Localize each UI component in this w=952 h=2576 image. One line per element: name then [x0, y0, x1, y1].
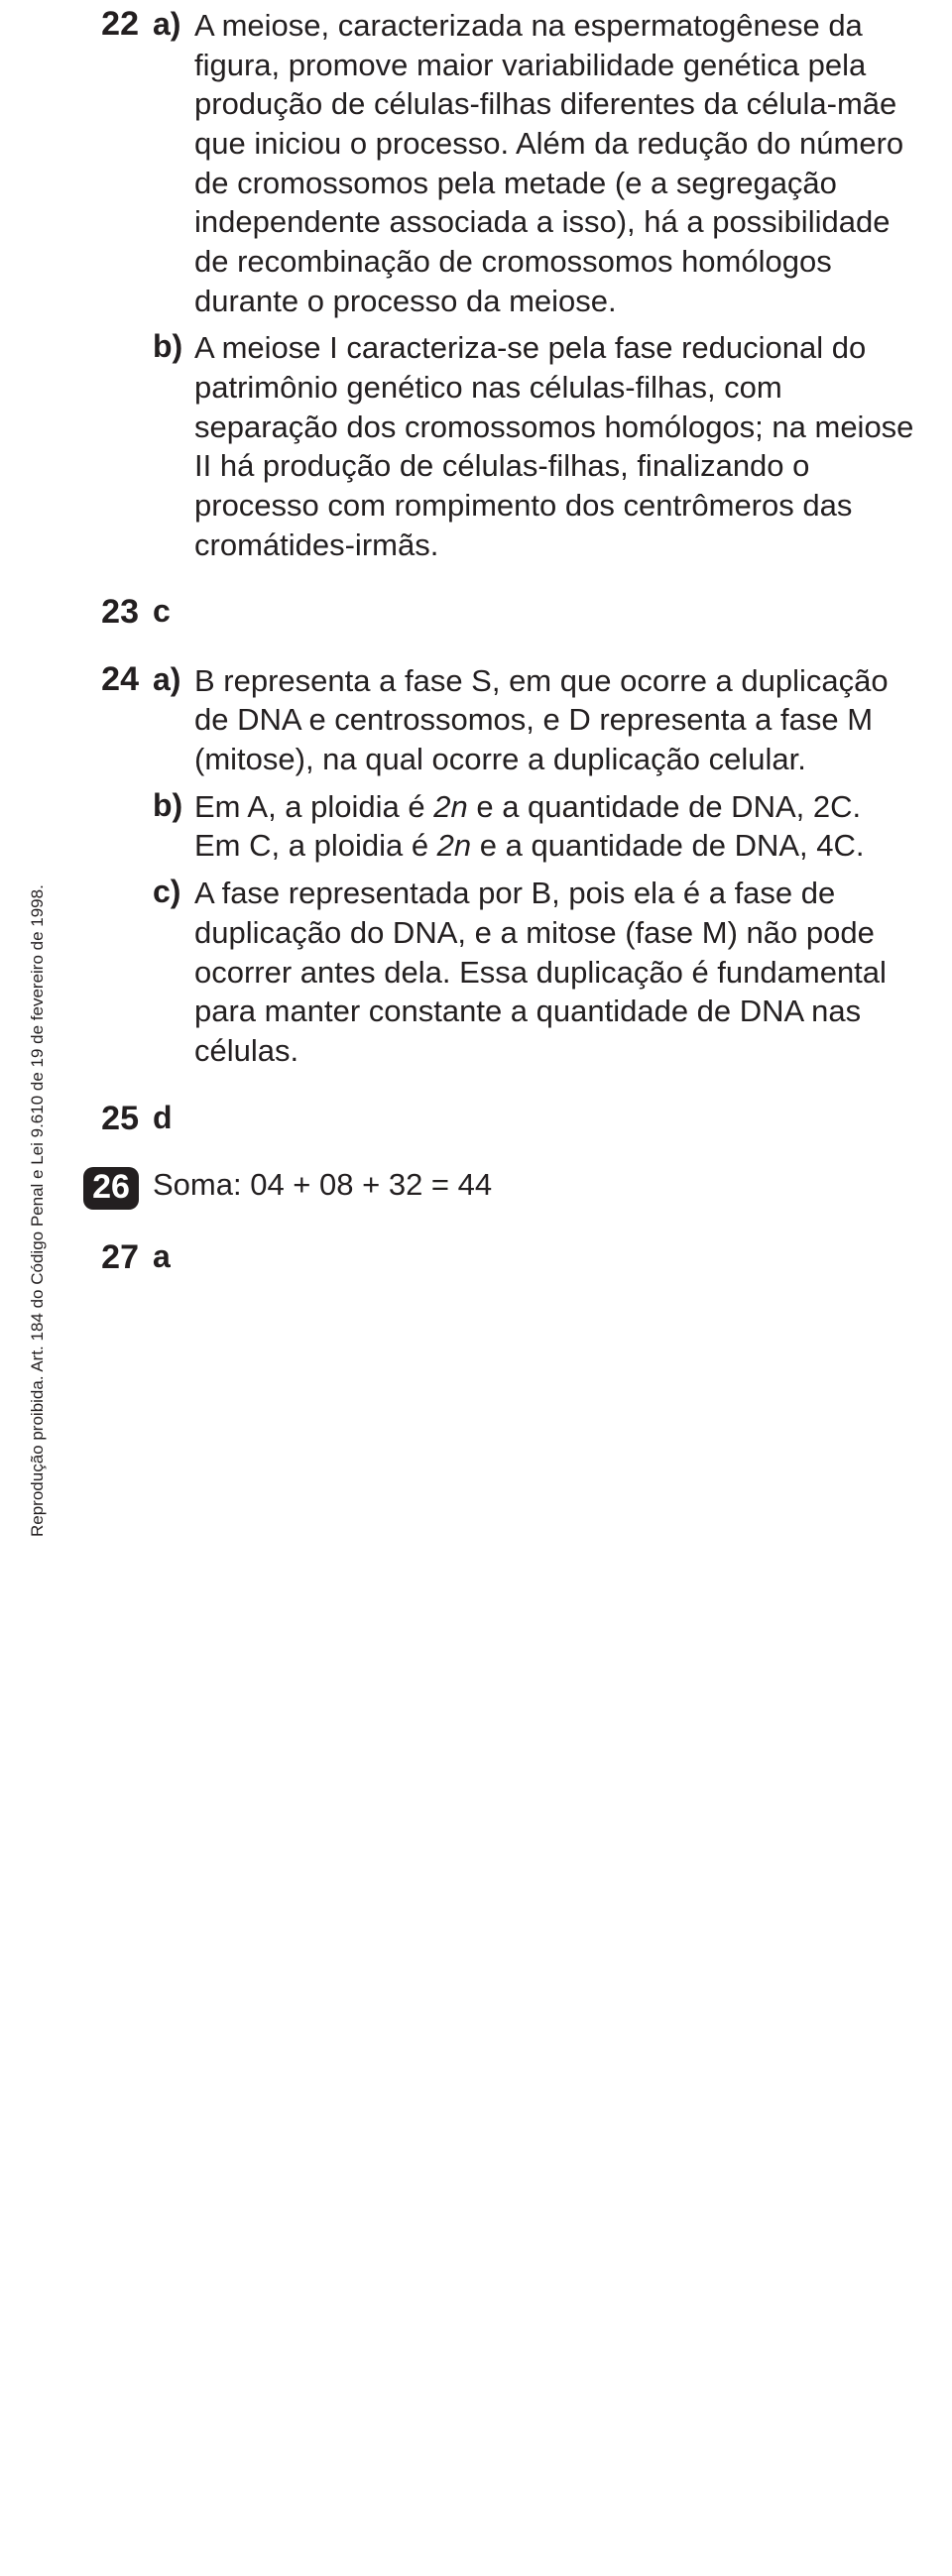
question-27: 27 a [81, 1239, 914, 1276]
question-23: 23 c [81, 594, 914, 631]
q25-answer: d [153, 1101, 173, 1135]
qnum-25: 25 [81, 1101, 139, 1137]
answers-content: 22 a) A meiose, caracterizada na esperma… [81, 6, 914, 1277]
q22-item-b: b) A meiose I caracteriza-se pela fase r… [153, 328, 914, 564]
copyright-note: Reprodução proibida. Art. 184 do Código … [28, 884, 48, 1537]
q24-item-a: a) B representa a fase S, em que ocorre … [153, 661, 914, 779]
q22-b-label: b) [153, 328, 194, 365]
question-26: 26 Soma: 04 + 08 + 32 = 44 [81, 1167, 914, 1210]
qnum-27: 27 [81, 1239, 139, 1276]
q24-b-text: Em A, a ploidia é 2n e a quantidade de D… [194, 787, 914, 866]
q24-b-2n-1: 2n [433, 789, 467, 824]
q24-b-2n-2: 2n [437, 828, 471, 863]
q24-a-label: a) [153, 661, 194, 698]
question-24: 24 a) B representa a fase S, em que ocor… [81, 661, 914, 1071]
qnum-24: 24 [81, 661, 139, 698]
question-22: 22 a) A meiose, caracterizada na esperma… [81, 6, 914, 564]
q24-b-pre: Em A, a ploidia é [194, 789, 433, 824]
q24-item-c: c) A fase representada por B, pois ela é… [153, 874, 914, 1070]
q24-b-end: e a quantidade de DNA, 4C. [471, 828, 864, 863]
qnum-26-boxed: 26 [83, 1167, 139, 1210]
question-25: 25 d [81, 1101, 914, 1137]
q24-c-text: A fase representada por B, pois ela é a … [194, 874, 914, 1070]
q23-answer: c [153, 594, 171, 629]
q22-item-a: a) A meiose, caracterizada na espermatog… [153, 6, 914, 320]
q24-a-text: B representa a fase S, em que ocorre a d… [194, 661, 914, 779]
q24-c-label: c) [153, 874, 194, 910]
q22-a-text: A meiose, caracterizada na espermatogêne… [194, 6, 914, 320]
qnum-23: 23 [81, 594, 139, 631]
q22-a-label: a) [153, 6, 194, 43]
q24-item-b: b) Em A, a ploidia é 2n e a quantidade d… [153, 787, 914, 866]
q24-b-label: b) [153, 787, 194, 824]
q22-b-text: A meiose I caracteriza-se pela fase redu… [194, 328, 914, 564]
q26-soma: Soma: 04 + 08 + 32 = 44 [153, 1167, 492, 1203]
q27-answer: a [153, 1239, 171, 1274]
qnum-22: 22 [81, 6, 139, 43]
